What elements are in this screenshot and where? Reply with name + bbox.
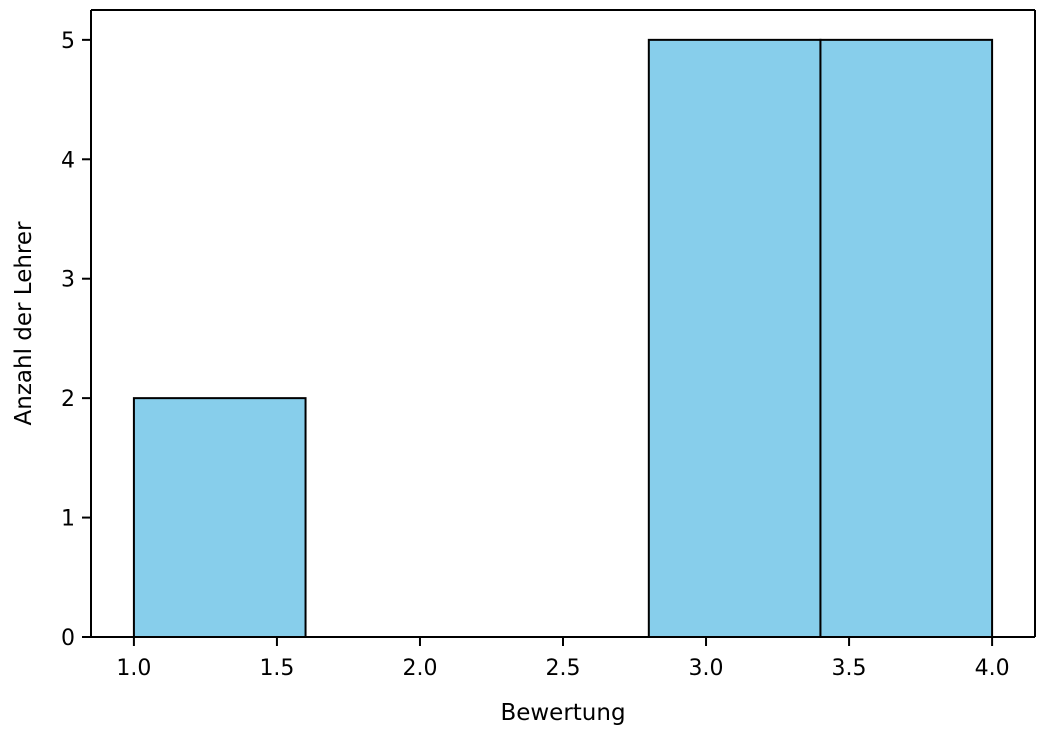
y-tick-label-4: 4 — [61, 148, 75, 173]
x-tick-label-1: 1.5 — [259, 656, 294, 681]
y-ticks-group: 0 1 2 3 4 5 — [61, 29, 91, 651]
y-tick-label-1: 1 — [61, 507, 75, 532]
y-axis-label: Anzahl der Lehrer — [11, 221, 37, 426]
y-tick-label-5: 5 — [61, 29, 75, 54]
y-tick-label-0: 0 — [61, 626, 75, 651]
histogram-bar-4 — [819, 38, 994, 639]
bars-group — [132, 38, 994, 639]
x-ticks-group: 1.0 1.5 2.0 2.5 3.0 3.5 4.0 — [116, 637, 1010, 681]
histogram-bar-3 — [647, 38, 822, 639]
x-tick-label-2: 2.0 — [402, 656, 437, 681]
histogram-bar-0 — [132, 397, 307, 638]
x-tick-label-4: 3.0 — [689, 656, 724, 681]
x-tick-label-6: 4.0 — [975, 656, 1010, 681]
x-axis-label: Bewertung — [500, 700, 625, 726]
x-tick-label-0: 1.0 — [116, 656, 151, 681]
x-tick-label-3: 2.5 — [546, 656, 581, 681]
x-tick-label-5: 3.5 — [832, 656, 867, 681]
y-tick-label-2: 2 — [61, 387, 75, 412]
y-tick-label-3: 3 — [61, 268, 75, 293]
